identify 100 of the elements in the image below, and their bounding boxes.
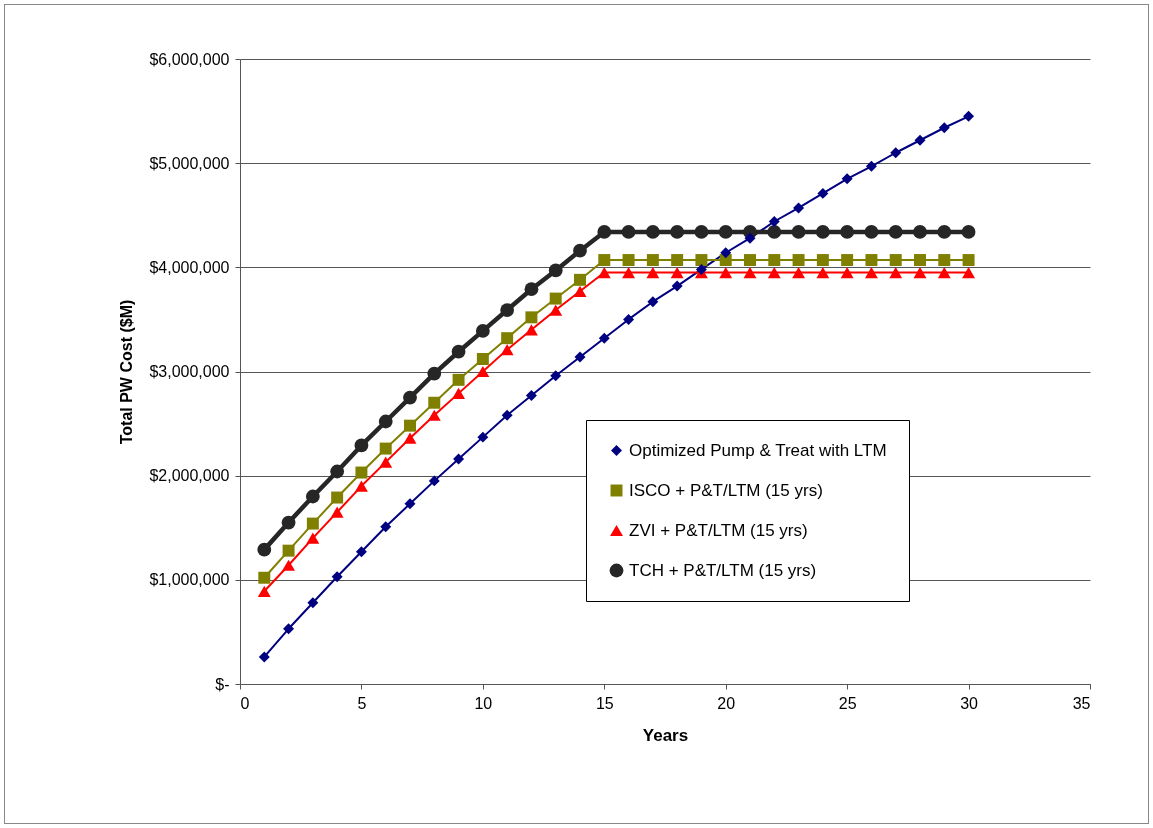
point: [816, 266, 830, 279]
point: [548, 263, 563, 278]
point: [452, 387, 466, 399]
point: [841, 254, 854, 267]
point: [549, 292, 562, 305]
point: [720, 247, 732, 259]
point: [306, 517, 319, 530]
point: [281, 515, 296, 530]
y-tick-label: $-: [215, 675, 230, 693]
point: [623, 313, 635, 325]
point: [719, 266, 733, 279]
point: [477, 431, 489, 443]
point: [501, 332, 514, 345]
point: [816, 254, 829, 267]
point: [524, 324, 538, 336]
point: [670, 266, 684, 279]
point: [403, 432, 417, 444]
y-tick-label: $2,000,000: [149, 467, 230, 485]
point: [330, 464, 345, 479]
point: [258, 571, 271, 584]
point: [403, 390, 417, 405]
point: [694, 225, 709, 239]
y-tick-label: $6,000,000: [149, 50, 230, 68]
point: [791, 225, 806, 239]
point: [476, 353, 489, 365]
point: [573, 285, 587, 297]
point: [889, 254, 902, 267]
point: [283, 623, 295, 635]
point: [355, 466, 368, 479]
point: [840, 266, 854, 279]
legend-label: TCH + P&T/LTM (15 yrs): [629, 560, 817, 580]
point: [768, 216, 780, 227]
point: [451, 344, 466, 359]
point: [379, 456, 393, 468]
point: [453, 453, 465, 465]
point: [574, 351, 586, 363]
point: [598, 332, 610, 344]
point: [524, 282, 539, 297]
point: [768, 254, 781, 267]
point: [573, 243, 587, 258]
point: [744, 232, 756, 244]
point: [793, 202, 805, 214]
point: [817, 187, 829, 199]
point: [331, 571, 343, 583]
point: [841, 173, 853, 185]
point: [282, 559, 296, 571]
point: [938, 254, 951, 267]
point: [258, 651, 270, 663]
point: [718, 225, 733, 239]
legend-label: Optimized Pump & Treat with LTM: [629, 440, 887, 460]
point: [889, 266, 903, 279]
point: [404, 498, 416, 510]
point: [695, 254, 708, 267]
point: [501, 409, 513, 421]
point: [767, 266, 781, 279]
point: [379, 442, 392, 455]
x-tick-label: 15: [595, 694, 614, 712]
point: [404, 419, 416, 432]
point: [914, 134, 926, 146]
point: [597, 225, 612, 239]
point: [815, 225, 830, 239]
point: [331, 491, 344, 504]
point: [888, 225, 903, 239]
point: [767, 225, 782, 239]
point: [961, 225, 976, 239]
legend-label: ZVI + P&T/LTM (15 yrs): [629, 520, 808, 540]
point: [646, 266, 660, 279]
point: [840, 225, 855, 239]
point: [282, 544, 295, 557]
point: [937, 266, 951, 279]
point: [963, 110, 975, 122]
point: [744, 254, 756, 267]
point: [307, 597, 319, 609]
x-tick-label: 35: [1072, 694, 1091, 712]
point: [937, 225, 952, 239]
x-tick-label: 10: [474, 694, 493, 712]
point: [914, 254, 926, 267]
point: [695, 263, 707, 275]
x-axis-title: Years: [642, 725, 689, 745]
point: [890, 147, 902, 159]
point: [257, 542, 272, 557]
point: [500, 344, 514, 356]
x-tick-label: 0: [240, 694, 250, 712]
point: [792, 266, 806, 279]
point: [378, 414, 393, 429]
point: [621, 225, 636, 239]
y-axis-title: Total PW Cost ($M): [118, 299, 136, 445]
point: [865, 160, 877, 172]
point: [452, 373, 465, 386]
point: [622, 254, 635, 267]
point: [647, 296, 659, 308]
point: [427, 409, 441, 421]
point: [962, 266, 976, 279]
x-tick-label: 20: [717, 694, 736, 712]
legend-label: ISCO + P&T/LTM (15 yrs): [629, 480, 823, 500]
x-tick-label: 25: [838, 694, 857, 712]
point: [913, 225, 927, 239]
point: [792, 254, 805, 267]
point: [550, 370, 562, 382]
point: [428, 396, 441, 409]
